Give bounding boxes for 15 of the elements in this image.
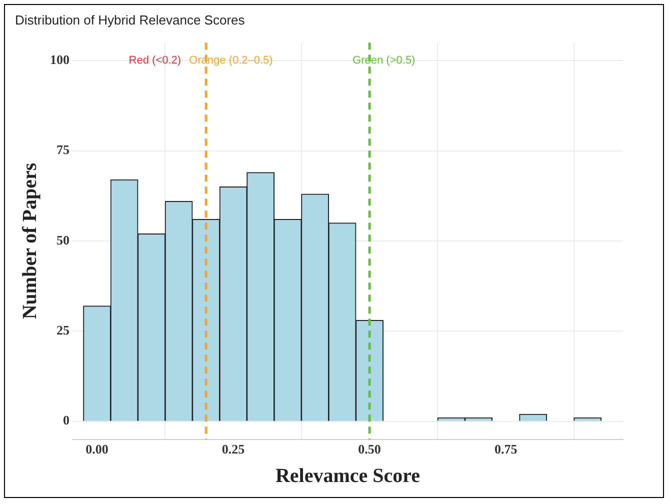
y-axis-title: Number of Papers xyxy=(19,162,42,320)
chart-title: Distribution of Hybrid Relevance Scores xyxy=(15,12,246,28)
x-tick-label: 0.25 xyxy=(222,442,246,457)
y-tick-label: 75 xyxy=(56,142,70,158)
annotation: Red (<0.2) xyxy=(128,54,182,67)
y-tick-label: 0 xyxy=(63,412,70,428)
y-tick-label: 100 xyxy=(50,52,70,67)
x-axis-title: Relevamce Score xyxy=(275,465,420,488)
x-tick-label: 0.00 xyxy=(86,442,108,457)
ref-line-label: Green (>0.5) xyxy=(352,54,416,67)
ref-line-label: Orange (0.2–0.5) xyxy=(189,54,273,67)
y-tick-label: 25 xyxy=(56,322,70,338)
x-tick-label: 0.50 xyxy=(358,442,381,457)
y-tick-label: 50 xyxy=(56,232,70,248)
x-tick-label: 0.75 xyxy=(494,442,518,457)
